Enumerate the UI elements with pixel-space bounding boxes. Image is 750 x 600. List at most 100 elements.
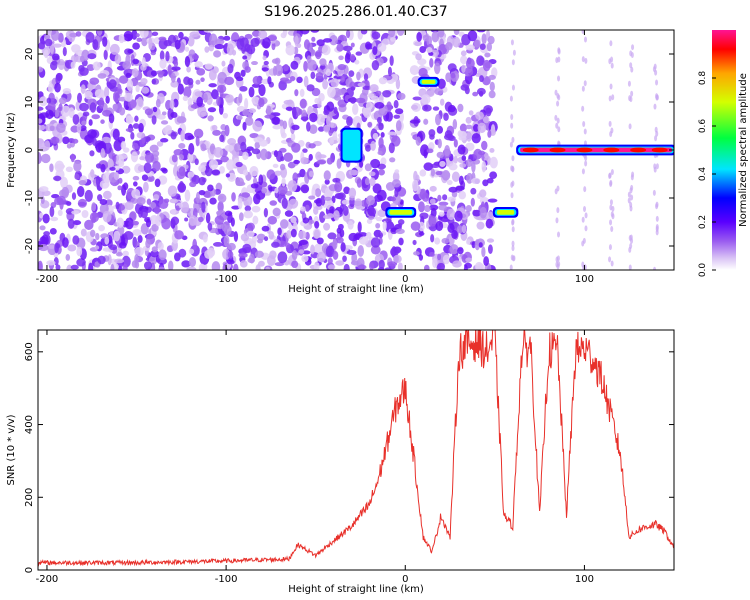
spectrogram-cell [211,169,221,176]
spectrogram-cell [178,181,185,192]
spectrogram-cell [387,131,397,136]
spectrogram-cell [79,102,89,112]
spectrogram-cell [170,209,177,215]
spectrogram-streak [630,237,634,244]
spectrogram-cell [483,256,490,267]
spectrogram-cell [432,258,438,269]
spectrogram-streak [556,207,560,214]
spectrogram-cell [366,195,376,206]
spectrogram-cell [52,53,60,61]
spectrogram-cell [439,98,445,106]
spectrogram-cell [454,210,463,222]
spectrogram-cell [239,85,248,92]
spectrogram-cell [153,194,160,201]
spectrogram-cell [261,225,270,232]
spectrogram-streak [509,141,513,148]
spectrogram-cell [187,135,195,140]
spectrogram-cell [489,156,498,169]
spectrogram-cell [308,195,316,200]
spectrogram-streak [609,219,613,226]
spectrogram-cell [212,242,223,247]
spectrogram-cell [487,244,493,254]
spectrogram-cell [334,181,343,193]
spectrogram-cell [298,230,307,240]
spectrogram-cell [242,151,249,160]
spectrogram-cell [326,157,333,165]
spectrogram-cell [212,129,222,136]
spectrogram-cell [284,210,294,217]
spectrogram-streak [653,166,657,173]
spectrogram-cell [107,158,114,168]
spectrogram-cell [216,210,223,216]
spectrogram-cell [468,110,474,116]
spectrogram-cell [38,42,46,50]
spectrogram-cell [38,260,43,270]
spectrogram-cell [167,185,178,197]
spectrogram-cell [453,138,458,148]
spectrogram-cell [320,195,326,206]
spectrogram-cell [310,244,315,255]
spectrogram-cell [174,230,184,240]
spectrogram-cell [144,152,155,164]
spectrogram-cell [461,224,467,234]
spectrogram-cell [258,174,264,186]
spectrogram-cell [355,97,366,104]
spectrogram-cell [329,137,334,146]
spectrogram-cell [437,194,442,202]
spectrogram-cell [369,177,376,187]
spectrogram-cell [38,152,42,164]
spectrogram-streak [629,205,633,212]
spectrogram-cell [265,266,271,270]
spectrogram-cell [368,215,375,220]
spectrogram-cell [322,79,329,90]
spectrogram-cell [418,221,425,232]
spectrogram-cell [348,70,355,77]
spectrogram-cell [67,244,77,252]
spectrogram-cell [465,124,473,130]
spectrogram-cell [244,98,249,110]
spectrogram-cell [226,43,234,56]
spectrogram-cell [77,92,83,103]
spectrogram-cell [412,239,417,246]
spectrogram-cell [49,206,55,218]
spectrogram-cell [396,30,405,36]
spectrogram-cell [447,196,456,202]
spectrogram-cell [481,33,487,45]
spectrogram-cell [125,72,132,79]
spectrogram-cell [302,148,308,153]
spectrogram-cell [170,131,177,140]
spectrogram-cell [488,74,496,80]
spectrogram-cell [294,35,299,47]
spectrogram-cell [471,133,481,144]
spectrogram-cell [368,171,376,177]
spectrogram-cell [194,91,203,97]
spectrogram-cell [437,138,442,149]
spectrogram-cell [323,196,332,201]
spectrogram-cell [305,204,310,211]
spectrogram-cell [54,109,60,118]
spectrogram-cell [242,121,247,131]
spectrogram-cell [377,42,387,52]
spectrogram-cell [354,198,363,210]
spectrogram-cell [234,143,241,153]
spectrogram-cell [72,220,82,226]
spectrogram-cell [446,179,453,185]
spectrogram-cell [220,155,229,163]
spectrogram-cell [466,131,472,142]
spectrogram-cell [68,107,75,118]
spectrogram-cell [214,38,225,45]
spectrogram-cell [298,239,309,246]
spectrogram-cell [319,64,326,70]
spectrogram-cell [224,144,234,152]
spectrogram-cell [367,121,373,128]
spectrogram-cell [291,142,301,153]
spectrogram-cell [113,230,121,242]
spectrogram-cell [238,212,244,222]
y-tick-label: 200 [24,488,35,507]
spectrogram-cell [327,86,336,98]
spectrogram-cell [188,142,195,155]
spectrogram-cell [167,64,172,76]
spectrogram-cell [231,192,236,202]
spectrogram-cell [346,116,353,127]
spectrogram-cell [244,205,252,212]
